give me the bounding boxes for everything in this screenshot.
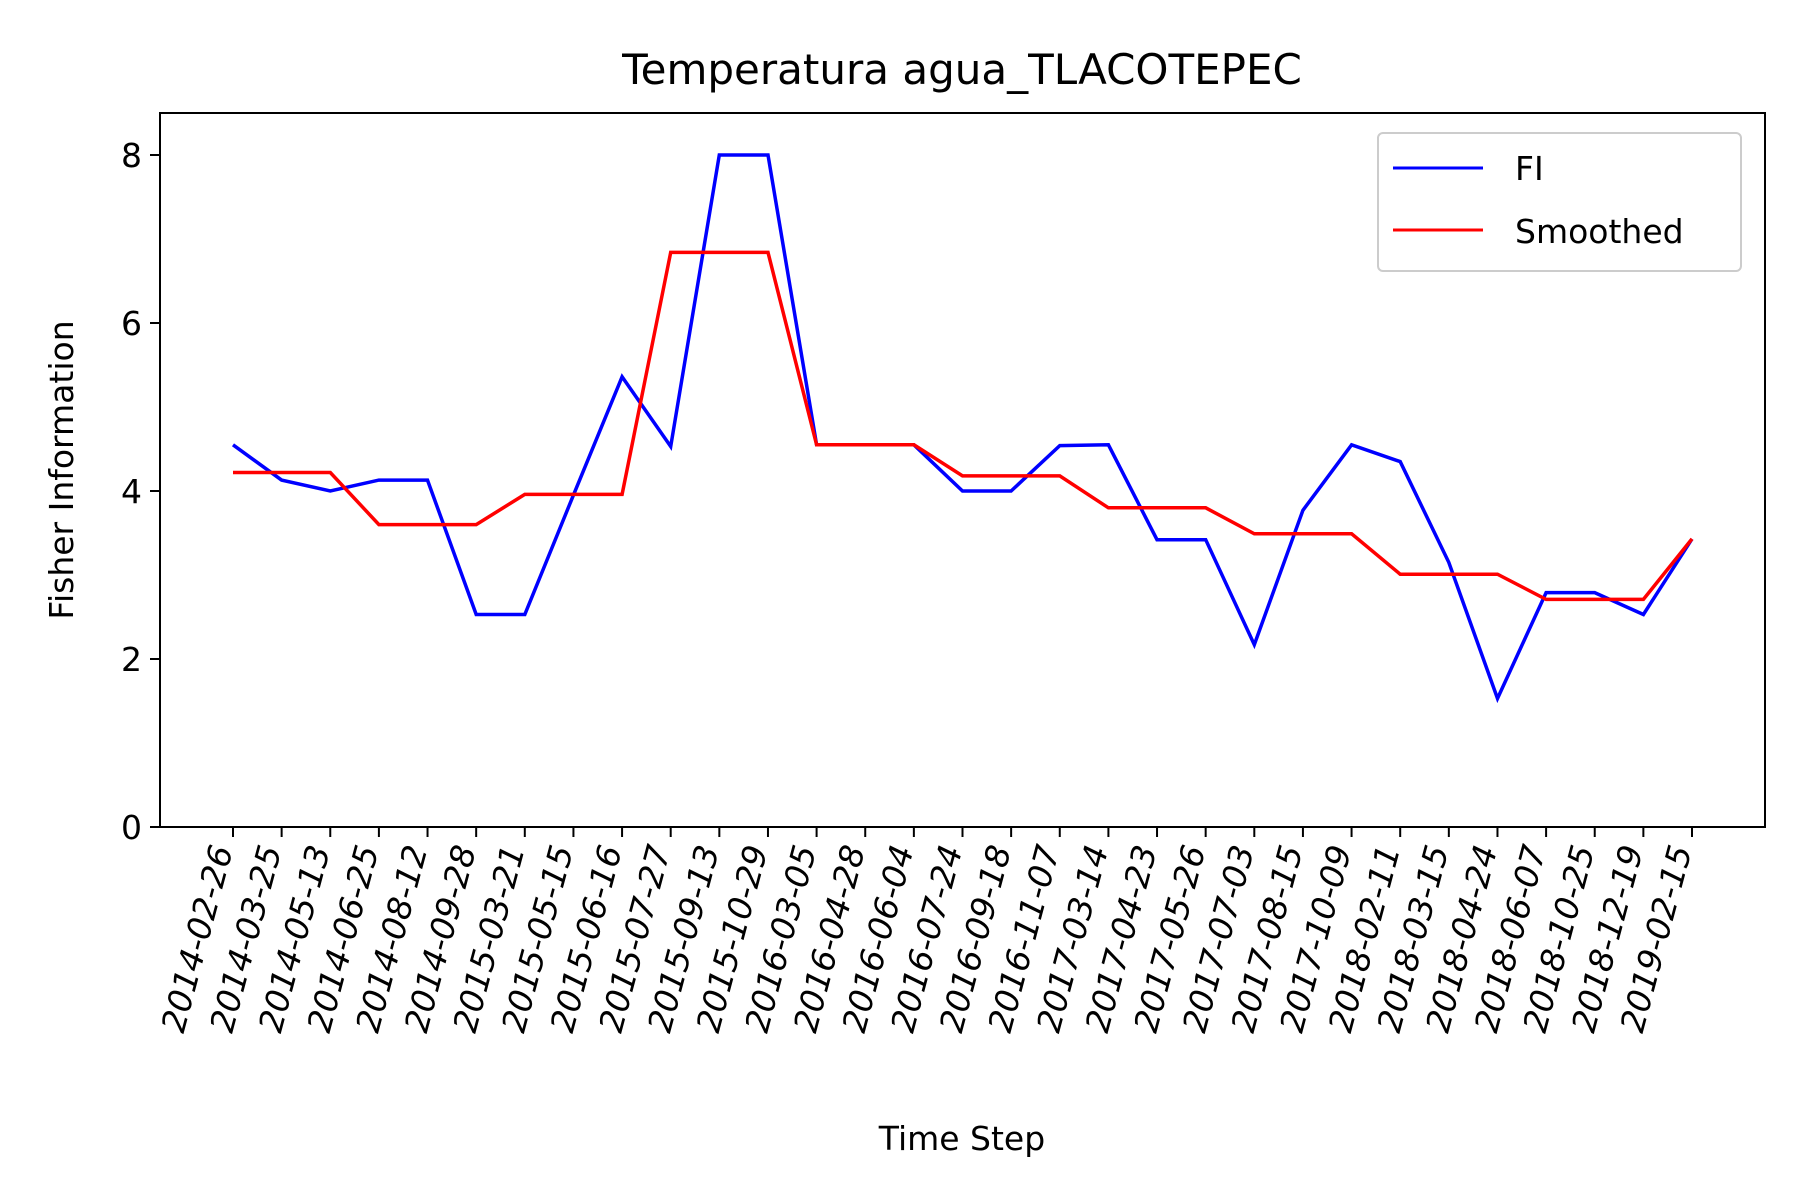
y-tick-label: 6 bbox=[121, 304, 142, 343]
series-line-fi bbox=[231, 153, 1694, 704]
legend-label-smoothed: Smoothed bbox=[1515, 212, 1684, 251]
x-axis: 2014-02-262014-03-252014-05-132014-06-25… bbox=[153, 827, 1700, 1036]
legend: FI Smoothed bbox=[1377, 132, 1742, 272]
y-tick-label: 2 bbox=[121, 640, 142, 679]
chart-title: Temperatura agua_TLACOTEPEC bbox=[621, 45, 1302, 94]
series-line-smoothed bbox=[233, 250, 1694, 602]
y-tick-label: 0 bbox=[121, 808, 142, 847]
plot-area bbox=[231, 153, 1694, 704]
y-axis: 0 2 4 6 8 bbox=[121, 136, 160, 847]
y-tick-label: 8 bbox=[121, 136, 142, 175]
y-axis-label: Fisher Information bbox=[42, 320, 81, 619]
legend-label-fi: FI bbox=[1515, 149, 1544, 188]
x-axis-label: Time Step bbox=[878, 1119, 1045, 1158]
y-tick-label: 4 bbox=[121, 472, 142, 511]
